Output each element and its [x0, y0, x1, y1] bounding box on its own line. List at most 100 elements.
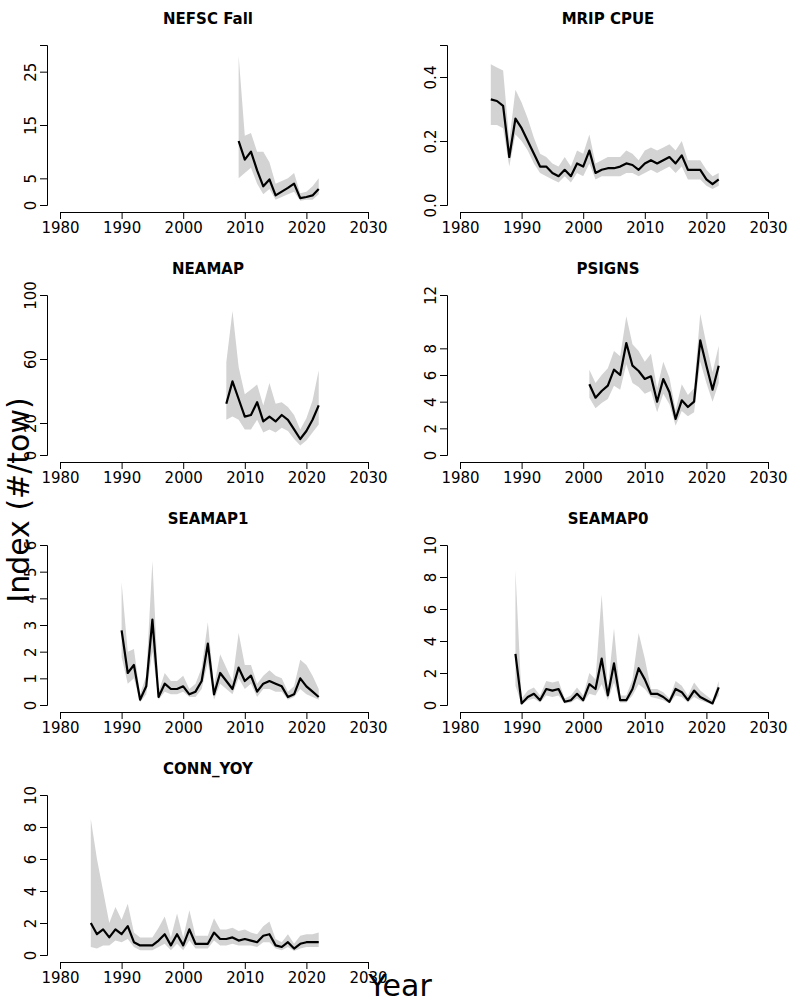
- x-tick: 2030: [349, 212, 387, 237]
- x-tick-label: 1980: [441, 719, 479, 737]
- y-tick-label: 2: [22, 919, 40, 929]
- x-tick: 2020: [288, 212, 326, 237]
- y-tick-mark: [40, 795, 47, 796]
- x-axis: 198019902000201020202030: [41, 962, 387, 987]
- y-tick: 60: [22, 350, 47, 369]
- x-tick: 2020: [688, 212, 726, 237]
- panel-title: MRIP CPUE: [562, 10, 655, 28]
- y-tick-label: 6: [22, 855, 40, 865]
- x-axis-title: Year: [367, 968, 432, 1000]
- x-tick-label: 2030: [349, 219, 387, 237]
- x-tick: 2010: [626, 462, 664, 487]
- y-tick-mark: [40, 545, 47, 546]
- panel-title: NEAMAP: [172, 260, 244, 278]
- y-axis-line: [40, 546, 48, 706]
- y-tick-label: 100: [22, 281, 40, 310]
- y-tick-mark: [440, 295, 447, 296]
- x-axis: 198019902000201020202030: [441, 212, 787, 237]
- x-tick-label: 2020: [288, 969, 326, 987]
- y-axis-line: [440, 546, 448, 706]
- panel: 1980199020002010202020300246810CONN_YOY: [22, 760, 388, 987]
- x-tick: 1990: [103, 962, 141, 987]
- x-tick-label: 2020: [288, 219, 326, 237]
- y-tick-mark: [40, 678, 47, 679]
- x-tick-label: 2010: [226, 969, 264, 987]
- y-axis: 0.00.20.4: [422, 46, 448, 218]
- y-tick: 12: [422, 286, 447, 305]
- x-tick-label: 2030: [749, 469, 787, 487]
- y-tick-mark: [440, 402, 447, 403]
- x-tick-label: 2020: [288, 469, 326, 487]
- x-tick-label: 2030: [349, 719, 387, 737]
- x-tick-label: 1980: [41, 969, 79, 987]
- confidence-band: [515, 571, 718, 705]
- y-tick-mark: [440, 141, 447, 142]
- y-tick-label: 4: [422, 397, 440, 407]
- x-tick: 1990: [103, 712, 141, 737]
- x-tick: 2000: [565, 462, 603, 487]
- index-line: [122, 620, 319, 700]
- index-line: [91, 923, 319, 949]
- x-tick: 2020: [688, 462, 726, 487]
- y-tick-label: 25: [22, 63, 40, 82]
- y-tick-label: 8: [422, 573, 440, 583]
- x-tick: 1980: [441, 212, 479, 237]
- x-axis: 1980 1990 2000 2010 2020 2030: [41, 212, 387, 237]
- y-tick: 4: [422, 397, 447, 407]
- x-tick-label: 2030: [749, 219, 787, 237]
- x-tick: 1980: [441, 462, 479, 487]
- x-tick: 2000: [165, 712, 203, 737]
- y-tick-mark: [40, 423, 47, 424]
- x-tick-label: 1990: [503, 719, 541, 737]
- y-tick-label: 0.2: [422, 130, 440, 154]
- y-tick: 0.4: [422, 66, 447, 90]
- x-tick: 2030: [749, 212, 787, 237]
- index-line: [226, 381, 318, 439]
- y-tick-mark: [40, 598, 47, 599]
- figure: 198019902000201020202030051525NEFSC Fall…: [0, 0, 800, 1000]
- x-tick: 2010: [226, 962, 264, 987]
- y-tick-label: 2: [422, 424, 440, 434]
- y-tick-mark: [40, 205, 47, 206]
- x-tick-label: 2010: [226, 219, 264, 237]
- y-tick-mark: [440, 348, 447, 349]
- y-tick: 15: [22, 116, 47, 135]
- x-tick: 2020: [688, 712, 726, 737]
- y-tick: 8: [422, 344, 447, 354]
- y-tick-label: 5: [22, 174, 40, 184]
- x-tick: 2010: [626, 212, 664, 237]
- y-tick-mark: [40, 955, 47, 956]
- x-tick-label: 2030: [749, 719, 787, 737]
- panel: 1980199020002010202020300246810SEAMAP0: [422, 510, 788, 737]
- plot-area: [589, 314, 718, 426]
- x-tick: 2010: [626, 712, 664, 737]
- y-tick: 100: [22, 281, 47, 310]
- y-tick: 0: [422, 451, 447, 461]
- x-tick-label: 1990: [503, 219, 541, 237]
- y-tick-mark: [440, 609, 447, 610]
- x-tick: 1980: [41, 962, 79, 987]
- x-tick: 1990: [103, 462, 141, 487]
- y-tick-label: 12: [422, 286, 440, 305]
- x-axis: 198019902000201020202030: [41, 712, 387, 737]
- y-tick-mark: [40, 827, 47, 828]
- y-tick: 6: [422, 605, 447, 615]
- x-tick-label: 2000: [165, 219, 203, 237]
- y-axis: 0 5 15 25: [22, 46, 48, 211]
- y-tick: 25: [22, 63, 47, 82]
- y-tick-mark: [40, 295, 47, 296]
- y-tick-mark: [440, 205, 447, 206]
- y-axis-line: [440, 296, 448, 456]
- y-tick: 1: [22, 674, 47, 684]
- x-tick-label: 1980: [41, 219, 79, 237]
- index-line: [589, 340, 718, 419]
- y-tick: 5: [22, 174, 47, 184]
- x-tick: 1990: [503, 212, 541, 237]
- x-tick-label: 1990: [103, 219, 141, 237]
- confidence-band: [91, 819, 319, 951]
- y-axis-line: [40, 46, 48, 206]
- y-tick-label: 15: [22, 116, 40, 135]
- y-tick-label: 0: [22, 201, 40, 211]
- y-tick-label: 0: [22, 951, 40, 961]
- x-tick: 1980: [41, 712, 79, 737]
